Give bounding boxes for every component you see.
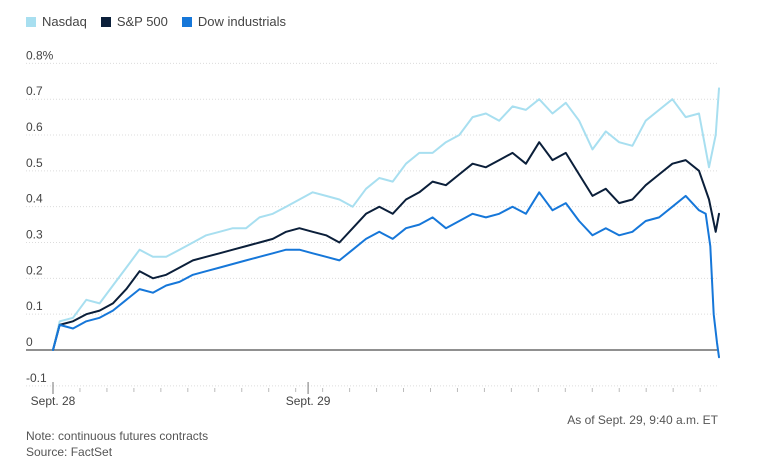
y-tick-label: 0.2 <box>26 263 43 277</box>
y-tick-label: 0.1 <box>26 299 43 313</box>
legend-label-dow: Dow industrials <box>197 14 287 29</box>
legend-item-nasdaq: Nasdaq <box>26 14 87 29</box>
x-tick-label: Sept. 28 <box>31 394 76 408</box>
series-line-s-p-500 <box>52 141 720 351</box>
y-tick-label: 0 <box>26 335 33 349</box>
x-tick-label: Sept. 29 <box>286 394 331 408</box>
chart-legend: Nasdaq S&P 500 Dow industrials <box>26 14 286 29</box>
legend-swatch-dow <box>181 16 192 27</box>
y-tick-label: -0.1 <box>26 371 47 385</box>
y-tick-label: 0.5 <box>26 156 43 170</box>
source-text: Source: FactSet <box>26 445 113 459</box>
legend-item-sp500: S&P 500 <box>100 14 168 29</box>
note-text: Note: continuous futures contracts <box>26 429 209 443</box>
y-tick-label: 0.7 <box>26 84 43 98</box>
series-line-nasdaq <box>52 87 720 351</box>
legend-label-sp500: S&P 500 <box>116 14 168 29</box>
y-tick-label: 0.3 <box>26 228 43 242</box>
legend-swatch-sp500 <box>100 16 111 27</box>
y-tick-label: 0.4 <box>26 192 43 206</box>
y-tick-label: 0.8% <box>26 48 54 62</box>
series-line-dow-industrials <box>52 191 720 359</box>
as-of-text: As of Sept. 29, 9:40 a.m. ET <box>567 413 718 427</box>
legend-label-nasdaq: Nasdaq <box>42 14 87 29</box>
legend-item-dow: Dow industrials <box>181 14 287 29</box>
y-tick-label: 0.6 <box>26 120 43 134</box>
legend-swatch-nasdaq <box>26 16 36 27</box>
